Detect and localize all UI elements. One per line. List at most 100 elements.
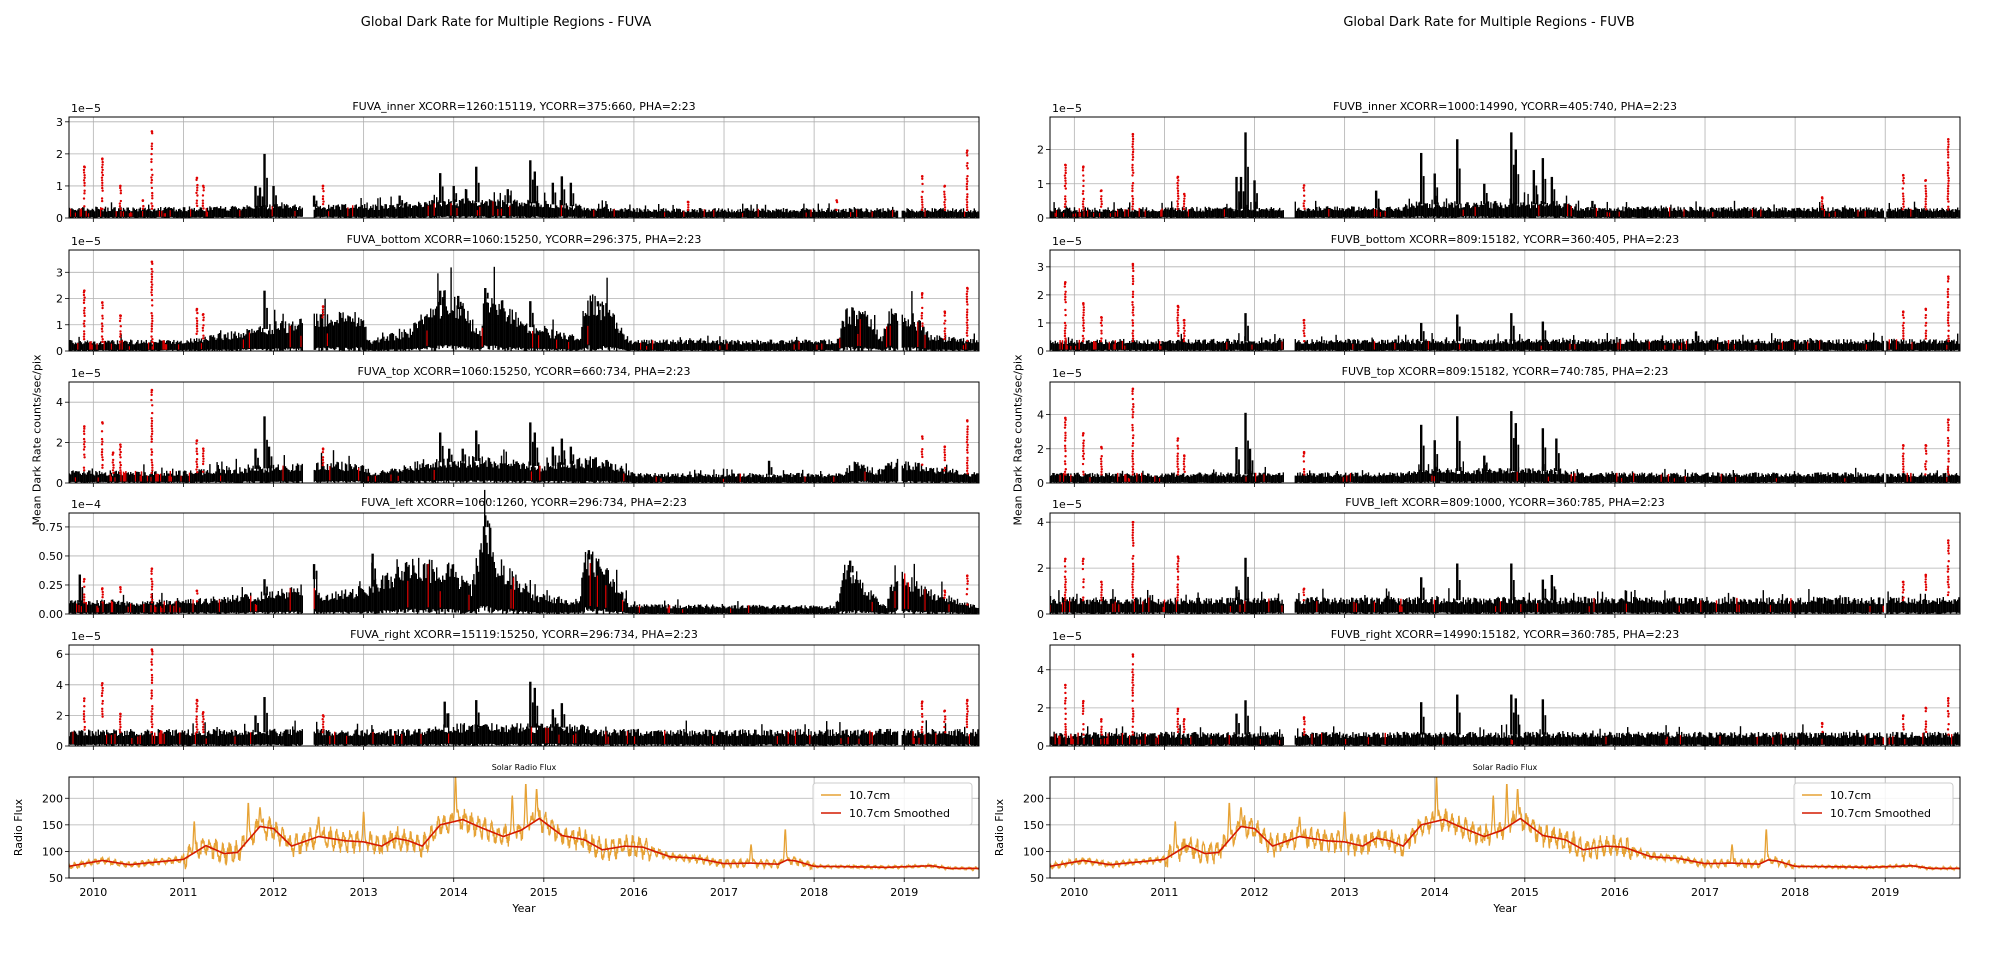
flagged-dark-rate-point bbox=[921, 177, 924, 180]
flagged-dark-rate-point bbox=[195, 718, 198, 721]
flagged-dark-rate-point bbox=[966, 174, 969, 178]
flagged-dark-rate-point bbox=[921, 715, 924, 718]
flagged-dark-rate-point bbox=[100, 322, 104, 325]
flagged-dark-rate-point bbox=[150, 458, 153, 462]
flagged-dark-rate-point bbox=[321, 731, 324, 734]
flagged-dark-rate-point bbox=[150, 440, 153, 443]
flagged-dark-rate-point bbox=[150, 427, 154, 430]
flagged-dark-rate-point bbox=[101, 157, 104, 160]
x-tick-label: 2013 bbox=[350, 886, 378, 899]
flagged-dark-rate-point bbox=[965, 725, 969, 729]
flagged-dark-rate-point bbox=[966, 428, 969, 431]
flagged-dark-rate-point bbox=[195, 457, 199, 461]
flagged-dark-rate-point bbox=[943, 456, 946, 459]
flagged-dark-rate-point bbox=[321, 197, 325, 201]
flagged-dark-rate-point bbox=[965, 720, 969, 724]
flagged-dark-rate-point bbox=[921, 455, 924, 459]
flagged-dark-rate-point bbox=[119, 184, 122, 188]
flagged-dark-rate-point bbox=[965, 292, 969, 296]
flagged-dark-rate-point bbox=[150, 158, 153, 161]
flagged-dark-rate-point bbox=[965, 461, 969, 465]
y-tick-label: 0 bbox=[56, 740, 63, 753]
flagged-dark-rate-point bbox=[321, 308, 325, 311]
flagged-dark-rate-point bbox=[100, 197, 104, 200]
flagged-dark-rate-point bbox=[202, 449, 205, 453]
flagged-dark-rate-point bbox=[150, 567, 154, 571]
flagged-dark-rate-point bbox=[965, 316, 969, 319]
flagged-dark-rate-point bbox=[100, 176, 104, 179]
flagged-dark-rate-point bbox=[83, 697, 86, 700]
flagged-dark-rate-point bbox=[100, 450, 104, 454]
flagged-dark-rate-point bbox=[965, 329, 969, 332]
flagged-dark-rate-point bbox=[943, 322, 946, 325]
axes-frame bbox=[68, 776, 980, 879]
flagged-dark-rate-point bbox=[201, 312, 205, 316]
flagged-dark-rate-point bbox=[119, 330, 122, 333]
flagged-dark-rate-point bbox=[966, 339, 969, 343]
flagged-dark-rate-point bbox=[83, 184, 86, 187]
flagged-dark-rate-point bbox=[82, 179, 86, 182]
flagged-dark-rate-point bbox=[118, 453, 122, 456]
flagged-dark-rate-point bbox=[83, 176, 86, 179]
flagged-dark-rate-point bbox=[966, 587, 969, 591]
flagged-dark-rate-point bbox=[943, 445, 947, 448]
flagged-dark-rate-point bbox=[83, 585, 86, 588]
flagged-dark-rate-point bbox=[150, 299, 154, 302]
flagged-dark-rate-point bbox=[150, 697, 153, 700]
flagged-dark-rate-point bbox=[101, 707, 104, 711]
flagged-dark-rate-point bbox=[150, 432, 154, 436]
flagged-dark-rate-point bbox=[920, 311, 924, 315]
flagged-dark-rate-point bbox=[83, 601, 86, 604]
flagged-dark-rate-point bbox=[965, 441, 969, 444]
flagged-dark-rate-point bbox=[82, 712, 86, 716]
flagged-dark-rate-point bbox=[101, 301, 104, 304]
flagged-dark-rate-point bbox=[835, 199, 838, 202]
flagged-dark-rate-point bbox=[82, 309, 86, 312]
flagged-dark-rate-point bbox=[119, 712, 122, 716]
flagged-dark-rate-point bbox=[965, 718, 969, 721]
flagged-dark-rate-point bbox=[965, 313, 969, 317]
flagged-dark-rate-point bbox=[965, 698, 969, 702]
subplot-title: FUVA_right XCORR=15119:15250, YCORR=296:… bbox=[350, 628, 698, 641]
panel-fuva-inner: FUVA_inner XCORR=1260:15119, YCORR=375:6… bbox=[56, 100, 980, 225]
flagged-dark-rate-point bbox=[151, 338, 154, 341]
flagged-dark-rate-point bbox=[943, 593, 946, 597]
flagged-dark-rate-point bbox=[119, 335, 122, 338]
flagged-dark-rate-point bbox=[835, 208, 838, 212]
flagged-dark-rate-point bbox=[150, 663, 154, 666]
flagged-dark-rate-point bbox=[195, 710, 198, 713]
flagged-dark-rate-point bbox=[150, 260, 154, 264]
flagged-dark-rate-point bbox=[151, 411, 154, 415]
flagged-dark-rate-point bbox=[201, 199, 205, 202]
flagged-dark-rate-point bbox=[101, 702, 104, 705]
flagged-dark-rate-point bbox=[82, 322, 86, 325]
flagged-dark-rate-point bbox=[201, 202, 205, 205]
flagged-dark-rate-point bbox=[966, 425, 969, 428]
flagged-dark-rate-point bbox=[966, 308, 969, 311]
axis-scale-label: 1e−5 bbox=[71, 235, 101, 248]
y-tick-label: 6 bbox=[56, 648, 63, 661]
flagged-dark-rate-point bbox=[944, 718, 947, 721]
flagged-dark-rate-point bbox=[195, 447, 198, 450]
axis-scale-label: 1e−5 bbox=[71, 630, 101, 643]
flagged-dark-rate-point bbox=[201, 711, 205, 714]
flagged-dark-rate-point bbox=[201, 326, 205, 330]
y-tick-label: 2 bbox=[56, 437, 63, 450]
flagged-dark-rate-point bbox=[322, 720, 325, 724]
flagged-dark-rate-point bbox=[119, 314, 122, 317]
flagged-dark-rate-point bbox=[321, 447, 325, 450]
flagged-dark-rate-point bbox=[111, 461, 114, 464]
axis-scale-label: 1e−4 bbox=[71, 498, 101, 511]
subplot-title: FUVB_inner XCORR=1000:14990, YCORR=405:7… bbox=[1333, 100, 1677, 113]
flagged-dark-rate-point bbox=[83, 312, 86, 315]
x-tick-label: 2015 bbox=[530, 886, 558, 899]
flagged-dark-rate-point bbox=[195, 204, 199, 208]
flagged-dark-rate-point bbox=[83, 427, 86, 430]
flagged-dark-rate-point bbox=[196, 728, 199, 731]
flagged-dark-rate-point bbox=[943, 448, 946, 451]
flagged-dark-rate-point bbox=[150, 681, 154, 685]
flagged-dark-rate-point bbox=[202, 207, 205, 210]
flagged-dark-rate-point bbox=[119, 466, 122, 469]
flagged-dark-rate-point bbox=[150, 679, 154, 682]
flagged-dark-rate-point bbox=[83, 425, 86, 428]
